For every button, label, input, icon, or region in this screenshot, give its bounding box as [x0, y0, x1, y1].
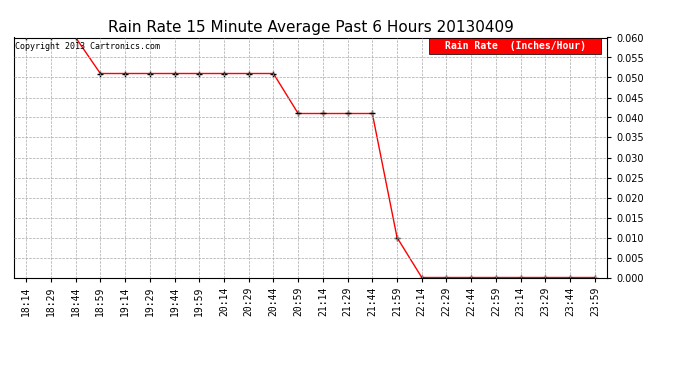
Title: Rain Rate 15 Minute Average Past 6 Hours 20130409: Rain Rate 15 Minute Average Past 6 Hours… [108, 20, 513, 35]
Text: Rain Rate  (Inches/Hour): Rain Rate (Inches/Hour) [445, 41, 586, 51]
Text: Copyright 2013 Cartronics.com: Copyright 2013 Cartronics.com [15, 42, 160, 51]
FancyBboxPatch shape [429, 38, 601, 54]
